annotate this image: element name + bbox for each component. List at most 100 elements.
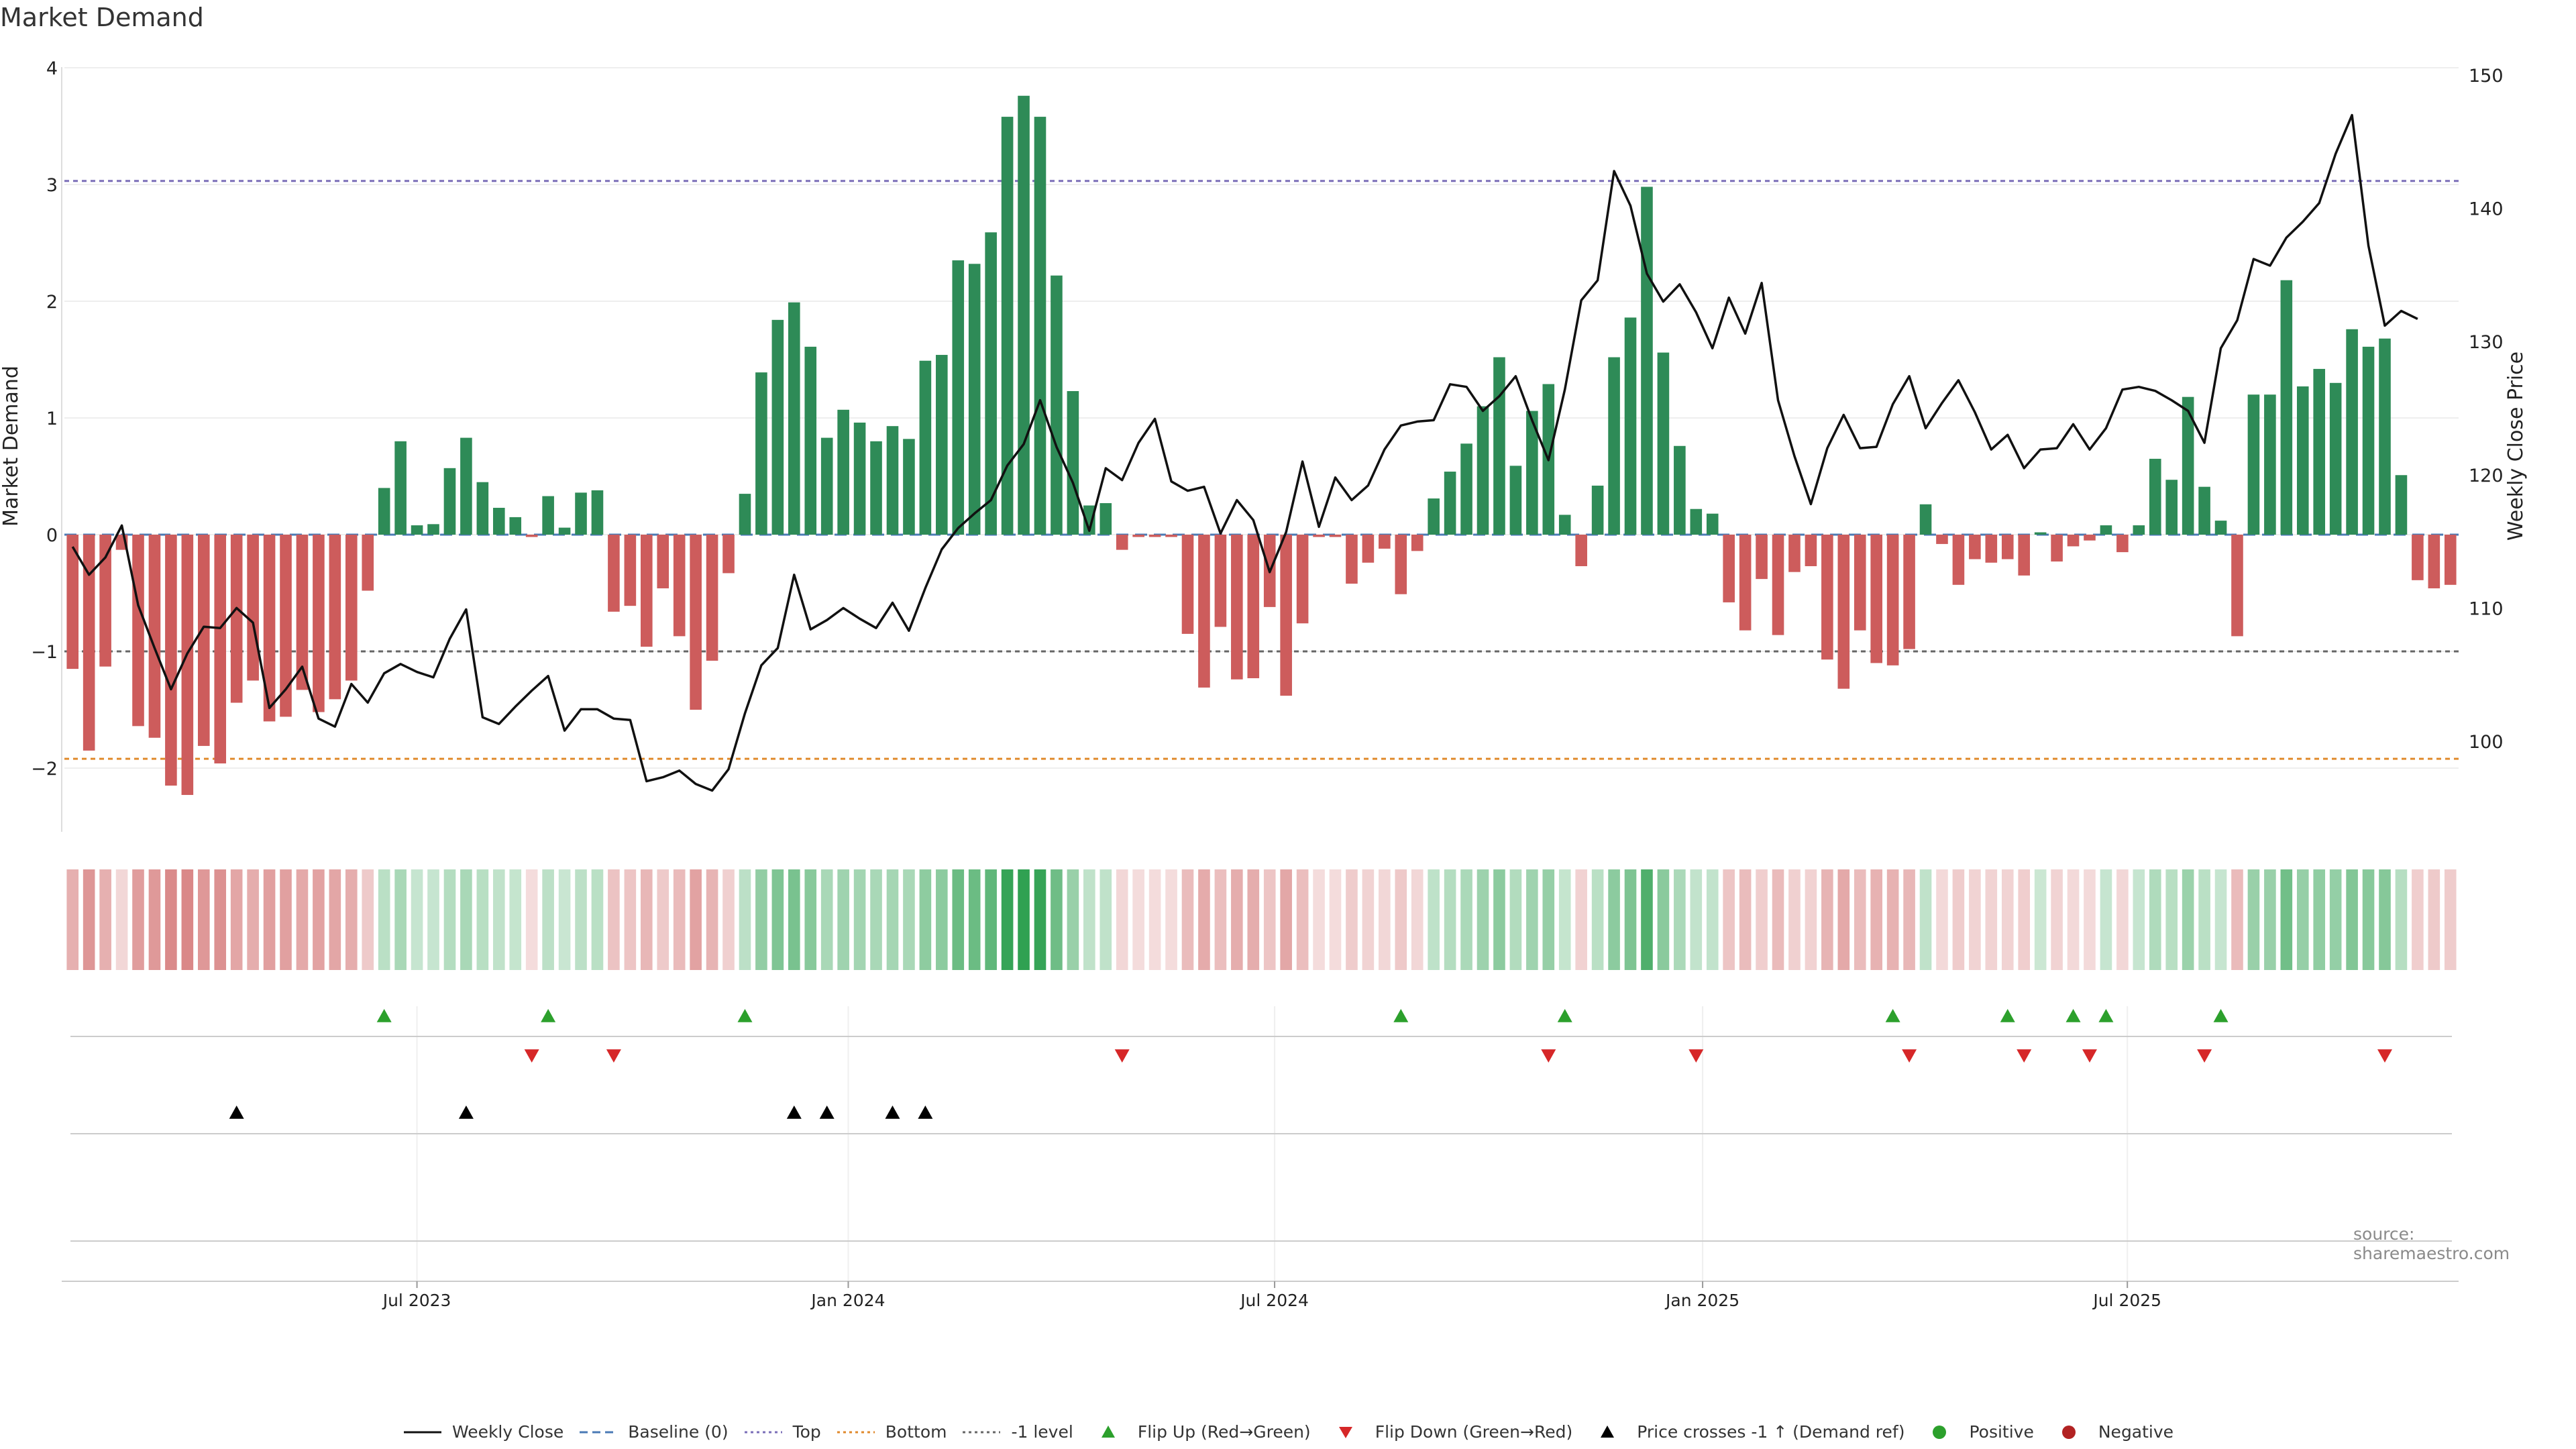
heat-strip-cell (755, 869, 767, 970)
legend-triangle-swatch (1601, 1425, 1615, 1438)
demand-bar (1674, 445, 1686, 535)
heat-strip-cell (919, 869, 932, 970)
heat-strip-cell (1018, 869, 1030, 970)
demand-bar (1558, 515, 1571, 535)
legend-item: -1 level (961, 1422, 1073, 1442)
heat-strip-cell (1624, 869, 1637, 970)
heat-strip-cell (1903, 869, 1915, 970)
heat-strip-cell (230, 869, 243, 970)
demand-bar (1690, 508, 1703, 535)
heat-strip-cell (936, 869, 948, 970)
source-note: source: sharemaestro.com (2353, 1224, 2510, 1263)
demand-bar (2067, 535, 2080, 547)
heat-strip-cell (804, 869, 817, 970)
heat-strip-cell (1919, 869, 1932, 970)
legend-marker (2061, 1425, 2076, 1439)
flip-down-marker (2082, 1049, 2097, 1063)
heat-strip-cell (1969, 869, 1981, 970)
demand-bar (1969, 535, 1981, 559)
heat-strip-cell (788, 869, 800, 970)
heat-strip-cell (1444, 869, 1456, 970)
flip-up-marker (2065, 1009, 2081, 1022)
demand-bar (1919, 504, 1932, 535)
demand-bar (1657, 352, 1670, 535)
heat-strip-cell (1329, 869, 1342, 970)
heat-strip-cell (1148, 869, 1161, 970)
demand-bar (2444, 535, 2457, 585)
demand-bar (1723, 535, 1735, 602)
demand-bar (1280, 535, 1292, 696)
heat-strip-cell (345, 869, 358, 970)
legend-item: Flip Up (Red→Green) (1088, 1422, 1311, 1442)
demand-bar (362, 535, 374, 591)
x-tick-label: Jul 2025 (2092, 1291, 2161, 1310)
heat-strip-cell (952, 869, 965, 970)
heat-strip-cell (1608, 869, 1620, 970)
heat-strip-cell (313, 869, 325, 970)
heat-strip-cell (1116, 869, 1128, 970)
heat-strip-cell (542, 869, 554, 970)
demand-bar (345, 535, 358, 681)
flip-down-marker (2197, 1049, 2212, 1063)
flip-down-marker (1688, 1049, 1704, 1063)
demand-bar (329, 535, 341, 700)
heat-strip-cell (2051, 869, 2063, 970)
demand-bar (1148, 535, 1161, 537)
demand-bar (263, 535, 276, 722)
y-axis-right-label: Weekly Close Price (2504, 352, 2528, 541)
heat-strip-cell (1379, 869, 1391, 970)
heat-strip-cell (2346, 869, 2358, 970)
heat-strip-cell (1428, 869, 1440, 970)
demand-bar (2165, 480, 2178, 535)
demand-bar (853, 422, 866, 535)
heat-strip-cell (1181, 869, 1194, 970)
legend-label: Baseline (0) (628, 1422, 729, 1442)
demand-bar (1428, 498, 1440, 535)
x-tick-label: Jan 2025 (1664, 1291, 1739, 1310)
demand-bar (1772, 535, 1784, 635)
price-cross-marker (458, 1106, 474, 1119)
demand-bar (1313, 535, 1325, 537)
reference-lines (64, 180, 2459, 760)
heat-strip-cell (1674, 869, 1686, 970)
legend-item: Bottom (836, 1422, 947, 1442)
heat-strip-cell (1788, 869, 1801, 970)
price-cross-marker (786, 1106, 802, 1119)
demand-bar (1608, 357, 1620, 535)
demand-bar (2133, 525, 2145, 535)
heat-strip-cell (1772, 869, 1784, 970)
demand-bar (2182, 396, 2194, 535)
heat-strip-cell (1837, 869, 1850, 970)
left-tick-label: −2 (31, 759, 58, 780)
demand-bar (2116, 535, 2129, 553)
legend-marker (1101, 1425, 1115, 1438)
legend-item: Price crosses -1 ↑ (Demand ref) (1587, 1422, 1904, 1442)
flip-down-marker (606, 1049, 621, 1063)
legend-label: -1 level (1011, 1422, 1073, 1442)
demand-bar (2379, 338, 2391, 535)
x-tick-label: Jul 2023 (382, 1291, 451, 1310)
demand-bar (2100, 525, 2112, 535)
legend-triangle-swatch (1101, 1425, 1115, 1438)
price-cross-marker (229, 1106, 244, 1119)
legend-label: Price crosses -1 ↑ (Demand ref) (1637, 1422, 1905, 1442)
heat-strip-cell (2395, 869, 2408, 970)
heat-strip-cell (2133, 869, 2145, 970)
heat-strip-cell (1706, 869, 1719, 970)
flip-up-marker (2000, 1009, 2015, 1022)
legend-label: Top (792, 1422, 821, 1442)
legend-marker (963, 1431, 1001, 1433)
demand-bar (771, 319, 784, 535)
demand-bar (870, 441, 882, 535)
legend-item: Weekly Close (402, 1422, 564, 1442)
demand-bar (722, 535, 735, 574)
demand-bar (427, 524, 439, 535)
demand-bar (1165, 535, 1177, 537)
demand-bar (83, 535, 95, 751)
heat-strip-cell (492, 869, 505, 970)
heat-strip-cell (2182, 869, 2194, 970)
demand-bar (1198, 535, 1210, 688)
heat-strip-cell (1247, 869, 1260, 970)
demand-bar (1411, 535, 1424, 551)
heat-strip-cell (443, 869, 456, 970)
